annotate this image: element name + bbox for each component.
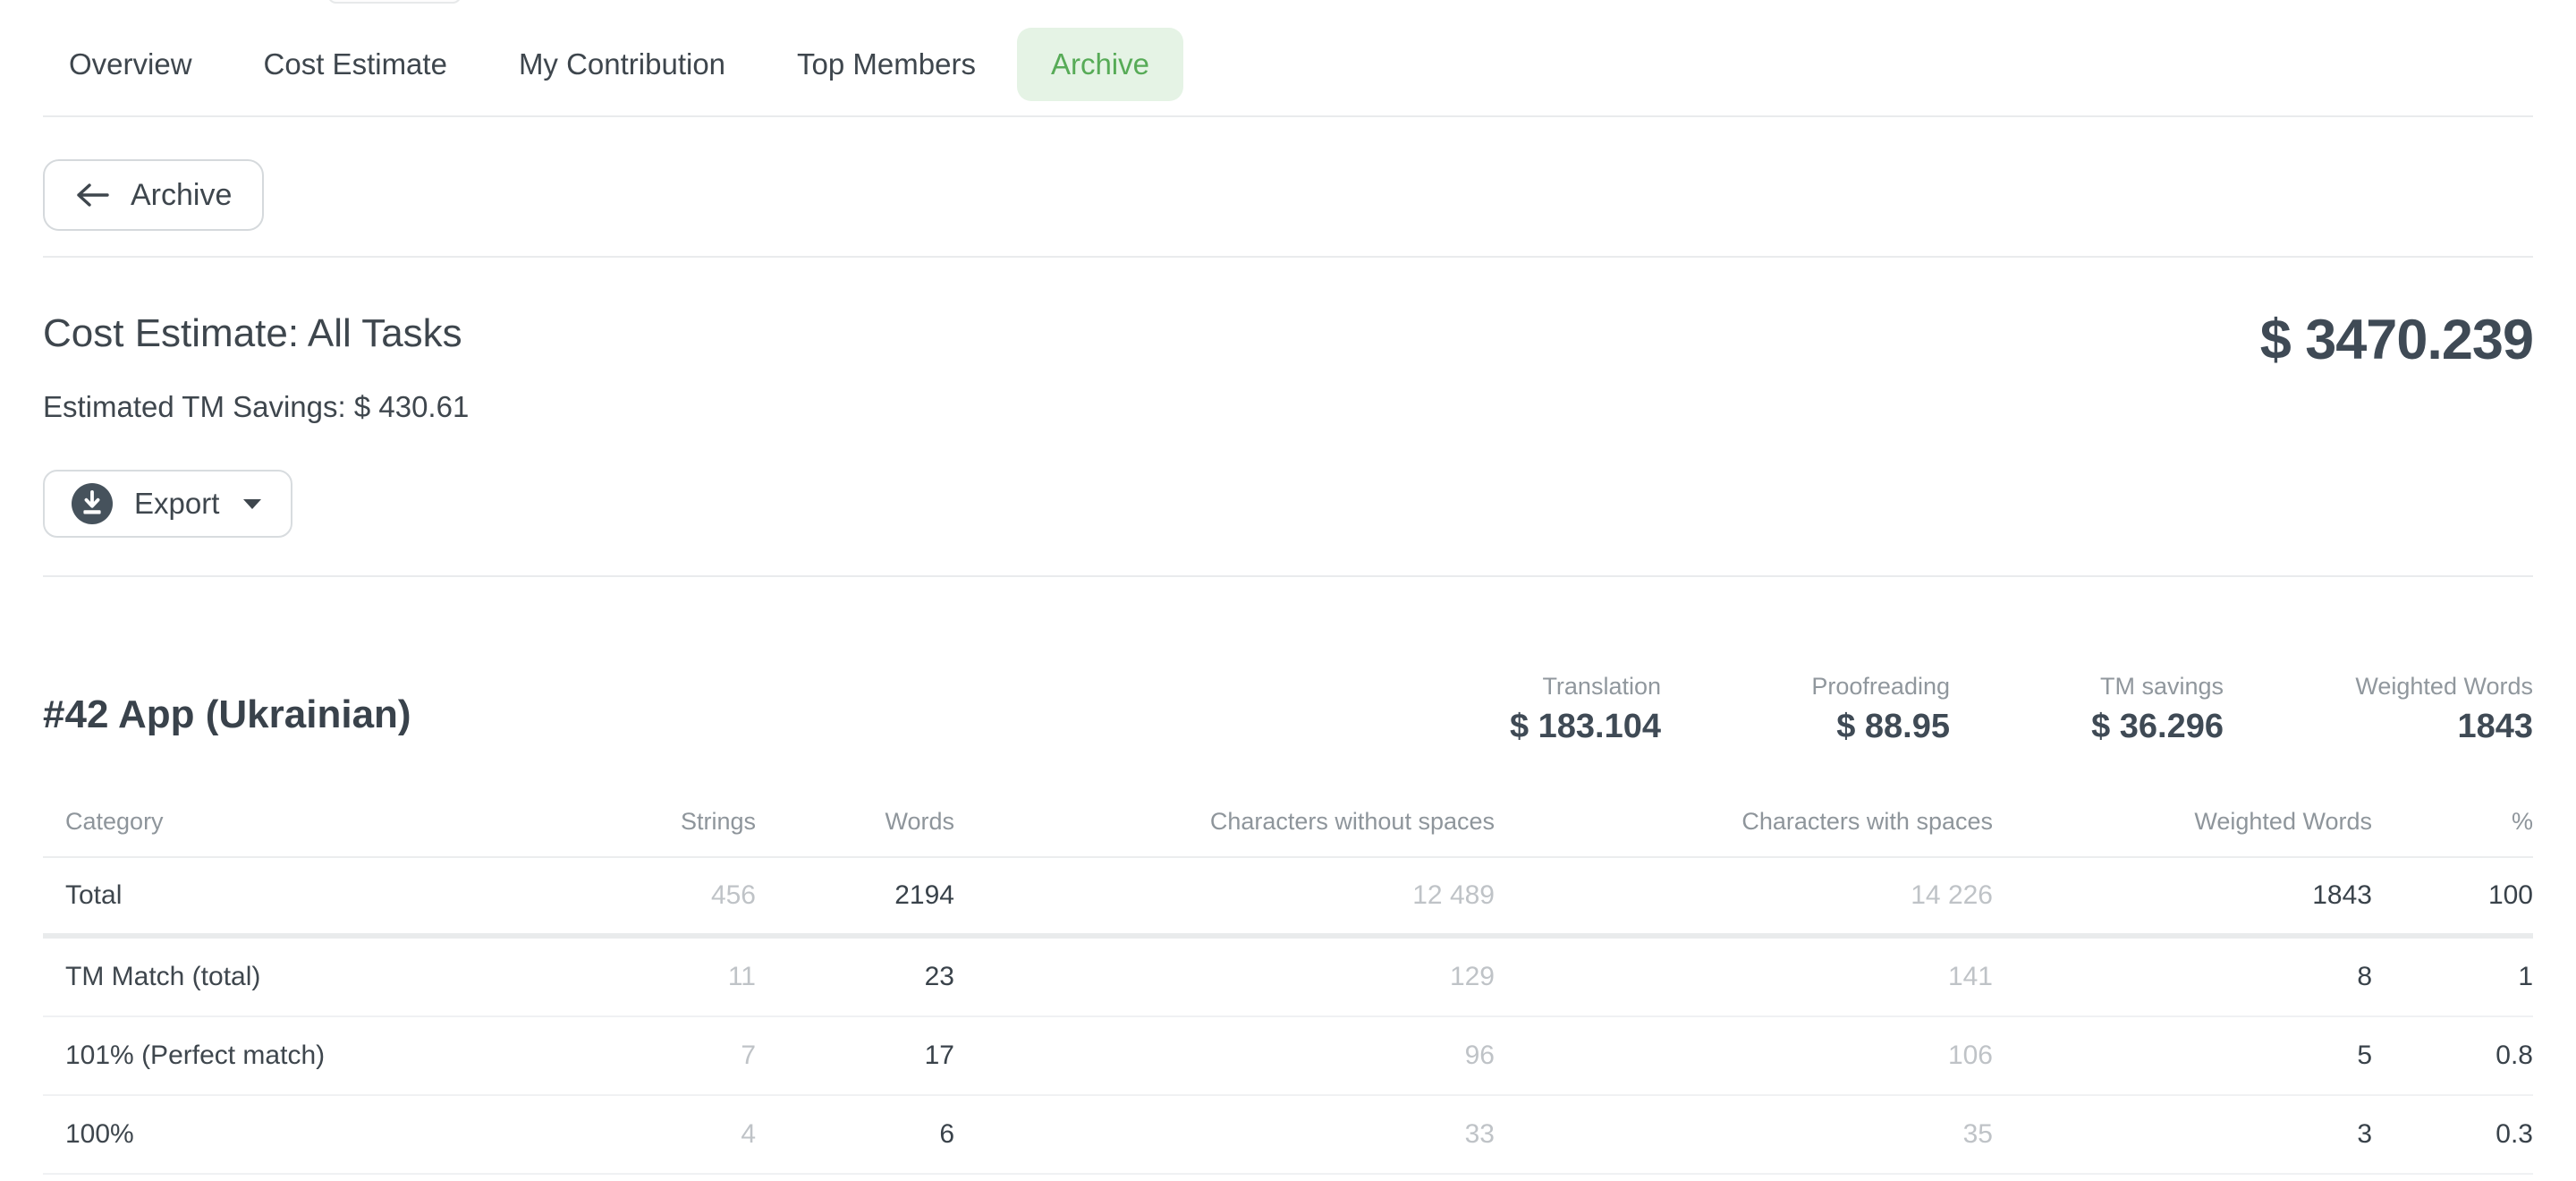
export-button[interactable]: Export (43, 470, 293, 538)
divider-under-tabs (43, 115, 2533, 117)
cell-percent: 100 (2487, 880, 2533, 910)
tab-my-contribution[interactable]: My Contribution (518, 47, 726, 81)
column-header-chars-without-spaces: Characters without spaces (1209, 807, 1495, 835)
cell-chars-with-spaces: 35 (1962, 1119, 1993, 1149)
cost-estimate-table: Category Strings Words Characters withou… (43, 786, 2533, 1175)
cell-chars-with-spaces: 141 (1947, 962, 1993, 991)
stat-label: TM savings (2099, 673, 2224, 700)
cell-category: 100% (65, 1119, 134, 1149)
cell-chars-with-spaces: 106 (1947, 1041, 1993, 1070)
cell-words: 23 (924, 962, 954, 991)
cell-category: TM Match (total) (65, 962, 261, 991)
grand-total-amount: $ 3470.239 (2259, 309, 2534, 371)
stat-label: Proofreading (1811, 673, 1950, 700)
stat-label: Translation (1542, 673, 1661, 700)
cell-words: 6 (939, 1119, 954, 1149)
tab-top-members[interactable]: Top Members (797, 47, 976, 81)
tab-cost-estimate[interactable]: Cost Estimate (263, 47, 447, 81)
column-header-words: Words (885, 807, 954, 835)
cell-strings: 456 (710, 880, 756, 910)
table-row-101-perfect-match: 101% (Perfect match) 7 17 96 106 5 0.8 (43, 1017, 2533, 1096)
table-row-tm-match: TM Match (total) 11 23 129 141 8 1 (43, 939, 2533, 1017)
cell-weighted-words: 8 (2357, 962, 2372, 991)
table-header-row: Category Strings Words Characters withou… (43, 786, 2533, 858)
cell-weighted-words: 3 (2357, 1119, 2372, 1149)
download-icon (72, 483, 113, 524)
cell-strings: 11 (727, 962, 756, 991)
tab-overview[interactable]: Overview (69, 47, 192, 81)
arrow-left-icon (75, 180, 111, 210)
stat-value: $ 88.95 (1836, 708, 1950, 745)
stat-value: $ 183.104 (1509, 708, 1661, 745)
caret-down-icon (241, 496, 264, 512)
tab-archive[interactable]: Archive (1016, 27, 1183, 101)
cell-words: 17 (924, 1041, 954, 1070)
cell-words: 2194 (894, 880, 954, 910)
column-header-percent: % (2511, 807, 2533, 835)
project-title: #42 App (Ukrainian) (43, 692, 411, 736)
table-row-100: 100% 4 6 33 35 3 0.3 (43, 1096, 2533, 1175)
tm-savings-line: Estimated TM Savings: $ 430.61 (43, 390, 470, 423)
cost-estimate-summary: Cost Estimate: All Tasks $ 3470.239 Esti… (0, 258, 2576, 575)
cell-percent: 0.8 (2496, 1041, 2533, 1070)
cut-off-element-top (327, 0, 462, 4)
column-header-chars-with-spaces: Characters with spaces (1741, 807, 1993, 835)
cell-percent: 1 (2518, 962, 2533, 991)
cell-weighted-words: 1843 (2312, 880, 2372, 910)
project-section: #42 App (Ukrainian) Translation $ 183.10… (0, 577, 2576, 769)
cell-category: Total (65, 880, 123, 910)
column-header-category: Category (65, 807, 164, 835)
archive-toolbar: Archive (0, 117, 2576, 256)
cell-chars-with-spaces: 14 226 (1911, 880, 1993, 910)
cell-strings: 4 (741, 1119, 756, 1149)
back-to-archive-button[interactable]: Archive (43, 159, 265, 231)
tab-bar: Overview Cost Estimate My Contribution T… (0, 0, 2576, 115)
back-button-label: Archive (131, 177, 233, 212)
stat-proofreading: Proofreading $ 88.95 (1811, 668, 1950, 749)
stat-weighted-words: Weighted Words 1843 (2355, 668, 2533, 749)
stat-label: Weighted Words (2355, 673, 2533, 700)
cell-percent: 0.3 (2496, 1119, 2533, 1149)
stat-tm-savings: TM savings $ 36.296 (2091, 668, 2224, 749)
export-button-label: Export (134, 487, 220, 520)
stat-value: $ 36.296 (2091, 708, 2224, 745)
table-row-total: Total 456 2194 12 489 14 226 1843 100 (43, 858, 2533, 939)
cell-chars-without-spaces: 96 (1464, 1041, 1495, 1070)
cell-weighted-words: 5 (2357, 1041, 2372, 1070)
divider-under-summary (43, 575, 2533, 577)
cell-category: 101% (Perfect match) (65, 1041, 326, 1070)
stat-value: 1843 (2457, 708, 2533, 745)
cell-chars-without-spaces: 33 (1464, 1119, 1495, 1149)
cell-strings: 7 (741, 1041, 756, 1070)
stat-translation: Translation $ 183.104 (1510, 668, 1661, 749)
page-title: Cost Estimate: All Tasks (43, 311, 462, 355)
column-header-strings: Strings (680, 807, 756, 835)
divider-under-toolbar (43, 256, 2533, 258)
cell-chars-without-spaces: 12 489 (1412, 880, 1495, 910)
cell-chars-without-spaces: 129 (1449, 962, 1495, 991)
column-header-weighted-words: Weighted Words (2194, 807, 2372, 835)
